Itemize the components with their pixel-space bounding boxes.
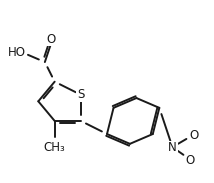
Text: O: O (189, 129, 198, 142)
Text: HO: HO (8, 46, 26, 59)
Text: O: O (47, 33, 56, 46)
Text: N: N (168, 141, 177, 154)
Text: S: S (77, 88, 85, 101)
Text: O: O (186, 154, 195, 167)
Text: CH₃: CH₃ (44, 141, 65, 154)
